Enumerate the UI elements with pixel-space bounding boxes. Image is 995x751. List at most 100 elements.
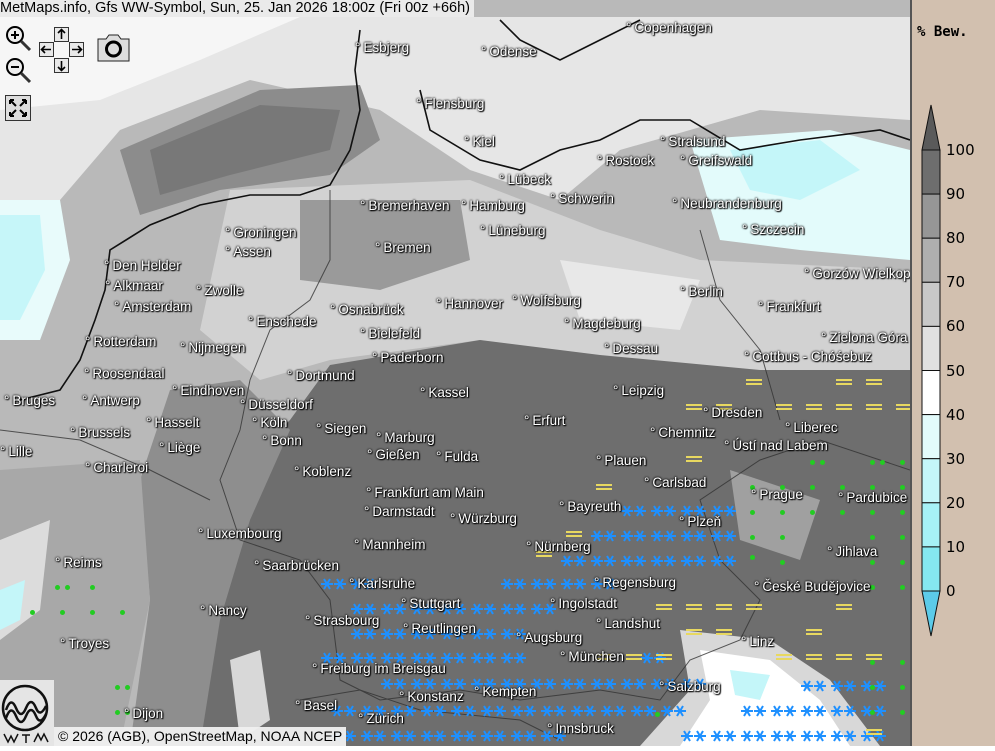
snow-symbol — [321, 578, 346, 590]
fog-symbol — [866, 654, 882, 660]
city-label: Eindhoven — [172, 383, 244, 398]
rain-symbol — [870, 685, 875, 690]
city-label: Reims — [55, 555, 101, 570]
rain-symbol — [870, 585, 875, 590]
city-label: Darmstadt — [364, 504, 434, 519]
attribution[interactable]: © 2026 (AGB), OpenStreetMap, NOAA NCEP — [54, 727, 347, 746]
legend-tick-label: 60 — [946, 317, 966, 336]
pan-control[interactable] — [39, 27, 85, 78]
rain-symbol — [810, 485, 815, 490]
fog-symbol — [746, 379, 762, 385]
rain-symbol — [55, 585, 60, 590]
city-label: Luxembourg — [198, 526, 281, 541]
snow-symbol — [451, 730, 476, 742]
city-label: Saarbrücken — [254, 558, 339, 573]
snow-symbol — [501, 578, 526, 590]
city-label: Frankfurt — [758, 299, 820, 314]
legend-tick-label: 0 — [946, 582, 956, 600]
city-label: Lübeck — [499, 172, 551, 187]
snapshot-button[interactable] — [97, 33, 130, 67]
city-label: Carlsbad — [644, 475, 706, 490]
legend-swatch — [921, 193, 941, 239]
snow-symbol — [831, 730, 856, 742]
city-label: Bruges — [4, 393, 55, 408]
metmaps-logo-icon — [1, 684, 49, 744]
legend-swatch — [921, 281, 941, 327]
weather-map[interactable]: Esbjerg Odense Copenhagen Flensburg Kiel Stra… — [0, 0, 910, 746]
legend-tick-label: 40 — [946, 405, 966, 424]
city-label: Leipzig — [613, 383, 664, 398]
snow-symbol — [591, 678, 616, 690]
snow-symbol — [621, 555, 646, 567]
snow-symbol — [621, 678, 646, 690]
city-label: Lüneburg — [480, 223, 545, 238]
legend-tick-label: 70 — [946, 273, 966, 292]
legend-swatch — [921, 502, 941, 548]
city-label: Troyes — [60, 636, 109, 651]
city-label: Assen — [225, 244, 271, 259]
snow-symbol — [361, 730, 386, 742]
city-label: Würzburg — [450, 511, 517, 526]
legend-swatch — [921, 370, 941, 416]
snow-symbol — [381, 628, 406, 640]
city-label: Köln — [252, 415, 287, 430]
city-label: Groningen — [225, 225, 296, 240]
legend-tick-label: 90 — [946, 185, 966, 204]
rain-symbol — [870, 485, 875, 490]
snow-symbol — [651, 505, 676, 517]
snow-symbol — [511, 730, 536, 742]
city-label: Erfurt — [524, 413, 565, 428]
rain-symbol — [780, 510, 785, 515]
city-label: Bayreuth — [559, 499, 621, 514]
city-label: Koblenz — [294, 464, 351, 479]
city-label: Basel — [295, 698, 337, 713]
city-label: České Budějovice — [754, 579, 870, 594]
city-label: Augsburg — [516, 630, 582, 645]
fog-symbol — [686, 629, 702, 635]
cloud-cover-legend: % Bew. 100 90 80 70 60 50 40 30 20 10 0 — [910, 0, 995, 746]
snow-symbol — [711, 555, 736, 567]
snow-symbol — [661, 705, 686, 717]
zoom-out-button[interactable] — [4, 56, 32, 89]
fog-symbol — [836, 379, 852, 385]
fog-symbol — [746, 604, 762, 610]
legend-swatch — [921, 237, 941, 283]
city-label: Gorzów Wielkopolski — [804, 266, 910, 281]
snow-symbol — [681, 530, 706, 542]
fullscreen-button[interactable] — [5, 95, 31, 126]
fog-symbol — [686, 604, 702, 610]
city-label: Den Helder — [104, 258, 180, 273]
snow-symbol — [631, 705, 656, 717]
snow-symbol — [621, 505, 646, 517]
city-label: Kassel — [420, 385, 469, 400]
city-label: Bremen — [375, 240, 430, 255]
city-label: Hasselt — [146, 415, 199, 430]
city-label: Dortmund — [287, 368, 354, 383]
city-label: Chemnitz — [650, 425, 715, 440]
snow-symbol — [561, 678, 586, 690]
rain-symbol — [900, 485, 905, 490]
snow-symbol — [681, 730, 706, 742]
rain-symbol — [810, 460, 815, 465]
snow-symbol — [411, 678, 436, 690]
snow-symbol — [741, 730, 766, 742]
fullscreen-icon — [5, 95, 31, 121]
snow-symbol — [561, 578, 586, 590]
rain-symbol — [120, 610, 125, 615]
rain-symbol — [870, 460, 875, 465]
zoom-in-button[interactable] — [4, 24, 32, 57]
city-label: Bielefeld — [360, 326, 420, 341]
rain-symbol — [750, 535, 755, 540]
fog-symbol — [866, 729, 882, 735]
city-label: Copenhagen — [626, 20, 711, 35]
snow-symbol — [771, 730, 796, 742]
city-label: Stralsund — [660, 134, 725, 149]
legend-over-triangle — [921, 104, 941, 151]
city-label: Hannover — [436, 296, 503, 311]
fog-symbol — [566, 531, 582, 537]
city-label: Mannheim — [354, 537, 425, 552]
fog-symbol — [806, 654, 822, 660]
fog-symbol — [716, 629, 732, 635]
rain-symbol — [870, 660, 875, 665]
legend-swatch — [921, 325, 941, 371]
